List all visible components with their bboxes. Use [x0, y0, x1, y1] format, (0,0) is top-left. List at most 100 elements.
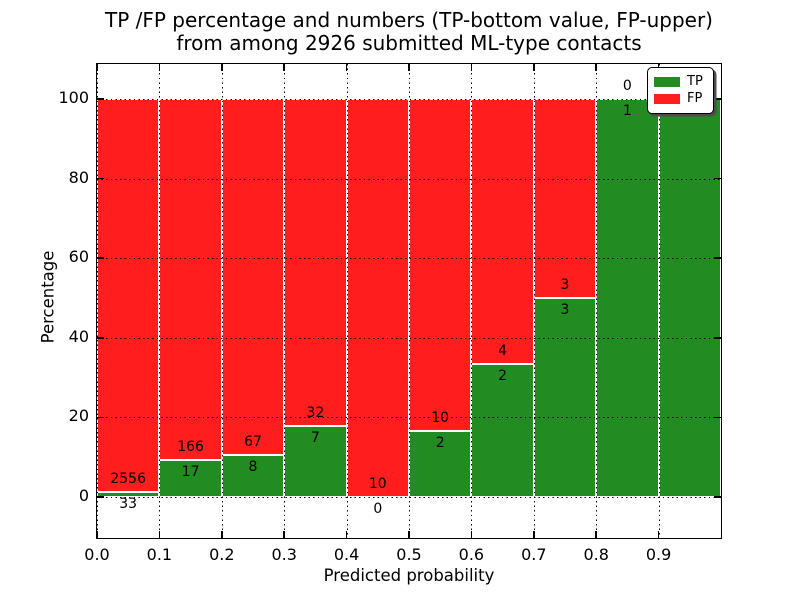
bar-label-tp-2: 8: [248, 458, 258, 475]
bar-label-fp-7: 3: [560, 277, 570, 293]
chart-title-line1: TP /FP percentage and numbers (TP-bottom…: [105, 8, 713, 32]
tick-y-left-60: [97, 257, 104, 259]
bar-label-fp-2: 67: [244, 433, 262, 450]
gridline-x-0.8: [596, 64, 598, 538]
bar-fp-2: [221, 99, 285, 455]
tick-x-bottom-0.7: [533, 531, 535, 538]
bar-label-tp-3: 7: [310, 429, 320, 446]
bar-tp-5: [409, 430, 472, 497]
bar-label-fp-1: 166: [177, 439, 204, 456]
legend-entry-fp: FP: [654, 92, 707, 106]
tick-x-bottom-0.9: [657, 531, 660, 538]
tick-y-left-80: [97, 177, 104, 180]
bar-label-fp-3: 32: [306, 404, 325, 421]
tick-x-top-0.2: [221, 64, 223, 71]
bar-fp-7: [533, 99, 597, 298]
x-tick-label-0.8: 0.8: [583, 545, 609, 564]
tick-y-right-20: [714, 416, 721, 419]
tick-x-top-0.5: [408, 64, 410, 71]
gridline-x-0.1: [159, 64, 161, 538]
tick-y-left-40: [97, 337, 104, 339]
gridline-x-0.0: [97, 64, 98, 538]
x-tick-label-0.9: 0.9: [645, 545, 672, 564]
bar-label-fp-6: 4: [498, 343, 508, 360]
bar-fp-0: [97, 99, 160, 492]
tick-x-top-0.6: [470, 64, 473, 71]
y-tick-label-100: 100: [58, 88, 89, 107]
legend-label-fp: FP: [687, 91, 703, 107]
tick-y-left-20: [97, 416, 104, 419]
x-tick-label-0.2: 0.2: [209, 545, 235, 564]
bar-label-tp-8: 1: [622, 103, 632, 119]
tick-x-bottom-0.6: [470, 531, 473, 538]
tick-x-bottom-0.2: [221, 531, 223, 538]
tick-x-top-0.1: [158, 64, 161, 71]
bar-tp-9: [658, 99, 721, 497]
bar-label-fp-8: 0: [622, 78, 632, 94]
tick-x-bottom-0.4: [345, 531, 348, 538]
tick-x-bottom-0.1: [158, 531, 161, 538]
bar-fp-4: [346, 99, 409, 497]
y-tick-label-20: 20: [68, 406, 89, 426]
x-tick-label-0.6: 0.6: [458, 545, 485, 564]
tick-x-bottom-0.5: [408, 531, 410, 538]
chart-title: TP /FP percentage and numbers (TP-bottom…: [87, 9, 731, 55]
tick-y-right-60: [714, 257, 721, 259]
gridline-x-0.5: [409, 64, 410, 538]
tick-y-right-100: [714, 98, 721, 100]
bar-label-tp-6: 2: [498, 368, 508, 385]
y-tick-label-60: 60: [68, 247, 89, 267]
tick-x-bottom-0.8: [595, 531, 597, 538]
tick-y-right-80: [714, 177, 721, 180]
tick-x-top-0.4: [345, 64, 348, 71]
gridline-x-0.7: [533, 64, 535, 538]
bar-label-fp-4: 10: [368, 476, 387, 492]
legend-label-tp: TP: [687, 73, 703, 89]
bar-label-tp-1: 17: [181, 464, 200, 481]
bar-tp-6: [471, 364, 534, 497]
legend-swatch-fp-icon: [654, 94, 680, 105]
bar-fp-5: [409, 99, 472, 431]
tick-y-left-0: [97, 496, 104, 498]
tick-x-bottom-0.3: [283, 531, 285, 538]
x-tick-label-0.7: 0.7: [521, 545, 547, 564]
x-tick-label-0.3: 0.3: [271, 545, 297, 564]
bar-tp-7: [533, 298, 597, 497]
gridline-x-0.4: [346, 64, 348, 538]
x-tick-label-0.1: 0.1: [146, 545, 173, 564]
plot-area: 25563316617678327100102423301050.00.10.2…: [58, 63, 722, 564]
bar-label-tp-5: 2: [435, 434, 445, 451]
gridline-x-0.9: [658, 64, 660, 538]
x-tick-label-0.5: 0.5: [396, 545, 422, 564]
bar-fp-6: [471, 99, 534, 365]
bar-fp-1: [159, 99, 222, 461]
gridline-x-0.6: [471, 64, 473, 538]
bar-fp-3: [284, 99, 347, 426]
x-tick-label-0.4: 0.4: [333, 545, 360, 564]
gridline-x-0.2: [221, 64, 223, 538]
tick-x-top-0.8: [595, 64, 597, 71]
bar-tp-2: [221, 454, 285, 497]
chart-title-line2: from among 2926 submitted ML-type contac…: [176, 31, 642, 55]
legend-entry-tp: TP: [654, 73, 707, 89]
bar-tp-1: [159, 460, 222, 497]
tick-x-top-0.0: [96, 64, 98, 71]
bar-label-tp-0: 33: [119, 495, 138, 512]
bar-label-tp-4: 0: [373, 501, 383, 517]
tick-x-top-0.3: [283, 64, 285, 71]
legend-swatch-tp-icon: [654, 76, 680, 87]
y-tick-label-40: 40: [68, 326, 89, 346]
tick-y-right-0: [714, 496, 721, 498]
legend: TP FP: [647, 67, 714, 114]
tick-x-top-0.7: [533, 64, 535, 71]
x-tick-label-0.0: 0.0: [84, 545, 110, 564]
x-axis-label: Predicted probability: [323, 566, 495, 585]
gridline-x-0.3: [284, 64, 286, 538]
tick-y-left-100: [97, 98, 104, 100]
tick-y-right-40: [714, 337, 721, 339]
y-tick-label-0: 0: [78, 486, 89, 505]
bar-label-fp-0: 2556: [110, 470, 147, 487]
bar-tp-8: [596, 99, 659, 497]
bar-label-fp-5: 10: [431, 409, 450, 426]
